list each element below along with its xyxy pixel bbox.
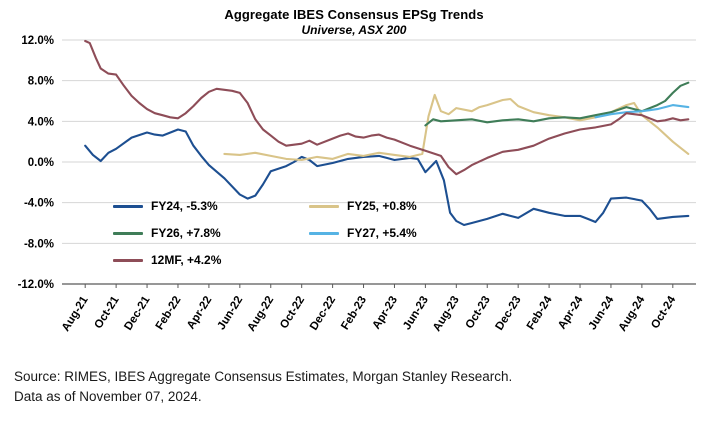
source-note: Source: RIMES, IBES Aggregate Consensus … — [14, 367, 512, 408]
y-axis-tick-label: -8.0% — [24, 238, 54, 250]
x-axis-tick-label: Apr-22 — [185, 294, 214, 331]
x-axis-tick-label: Jun-23 — [401, 294, 431, 332]
x-axis-tick-label: Aug-24 — [617, 294, 648, 334]
source-line-1: Source: RIMES, IBES Aggregate Consensus … — [14, 369, 513, 384]
chart-title: Aggregate IBES Consensus EPSg Trends — [224, 7, 484, 22]
legend-label-fy26: FY26, +7.8% — [151, 226, 221, 240]
x-axis-tick-label: Aug-23 — [431, 294, 462, 333]
series-line-12mf — [84, 39, 690, 176]
x-axis-tick-label: Jun-24 — [587, 294, 617, 332]
x-axis-tick-label: Dec-22 — [308, 294, 338, 332]
series-line-fy24 — [84, 128, 690, 227]
y-axis-tick-label: 12.0% — [21, 35, 54, 47]
x-axis-tick-label: Oct-21 — [93, 294, 122, 331]
chart-plot-area: 12.0%8.0%4.0%0.0%-4.0%-8.0%-12.0%Aug-21 O… — [18, 35, 696, 334]
x-axis-tick-label: Feb-23 — [339, 294, 369, 332]
x-axis-tick-label: Oct-22 — [278, 294, 307, 331]
x-axis-tick-label: Aug-22 — [245, 294, 276, 333]
x-axis-tick-label: Feb-24 — [525, 294, 555, 332]
y-axis-tick-label: -4.0% — [24, 198, 54, 210]
legend-line-swatch-fy27 — [309, 231, 339, 235]
x-axis-tick-label: Feb-22 — [154, 294, 184, 332]
series-line-fy25 — [223, 93, 690, 162]
legend-item-fy24: FY24, -5.3% — [113, 198, 309, 214]
legend-item-12mf: 12MF, +4.2% — [113, 252, 309, 268]
chart-legend: FY24, -5.3% FY25, +0.8% FY26, +7.8% FY27… — [113, 198, 417, 268]
legend-item-fy26: FY26, +7.8% — [113, 225, 309, 241]
y-axis-tick-label: 0.0% — [28, 157, 54, 169]
legend-item-fy27: FY27, +5.4% — [309, 225, 417, 241]
x-axis-tick-label: Oct-23 — [464, 294, 493, 331]
x-axis-tick-label: Jun-22 — [216, 294, 246, 332]
y-axis-tick-label: 4.0% — [28, 116, 54, 128]
x-axis-tick-label: Dec-21 — [122, 294, 152, 333]
legend-line-swatch-fy25 — [309, 204, 339, 208]
legend-label-fy25: FY25, +0.8% — [347, 199, 417, 213]
legend-line-swatch-fy24 — [113, 204, 143, 208]
legend-label-fy27: FY27, +5.4% — [347, 226, 417, 240]
source-line-2: Data as of November 07, 2024. — [14, 389, 202, 405]
y-axis-tick-label: -12.0% — [18, 279, 54, 291]
x-axis-tick-label: Dec-23 — [494, 294, 524, 332]
legend-label-fy24: FY24, -5.3% — [151, 199, 218, 213]
legend-line-swatch-fy26 — [113, 231, 143, 235]
y-axis-tick-label: 8.0% — [28, 76, 54, 88]
legend-item-fy25: FY25, +0.8% — [309, 198, 417, 214]
series-line-fy26 — [424, 81, 690, 127]
legend-label-12mf: 12MF, +4.2% — [151, 253, 222, 267]
x-axis-tick-label: Apr-23 — [371, 294, 400, 331]
legend-line-swatch-12mf — [113, 258, 143, 262]
x-axis-tick-label: Oct-24 — [649, 294, 678, 331]
x-axis-tick-label: Aug-21 — [60, 294, 91, 334]
x-axis-tick-label: Apr-24 — [556, 294, 586, 332]
series-line-fy27 — [594, 104, 690, 119]
chart-subtitle: Universe, ASX 200 — [301, 23, 407, 37]
